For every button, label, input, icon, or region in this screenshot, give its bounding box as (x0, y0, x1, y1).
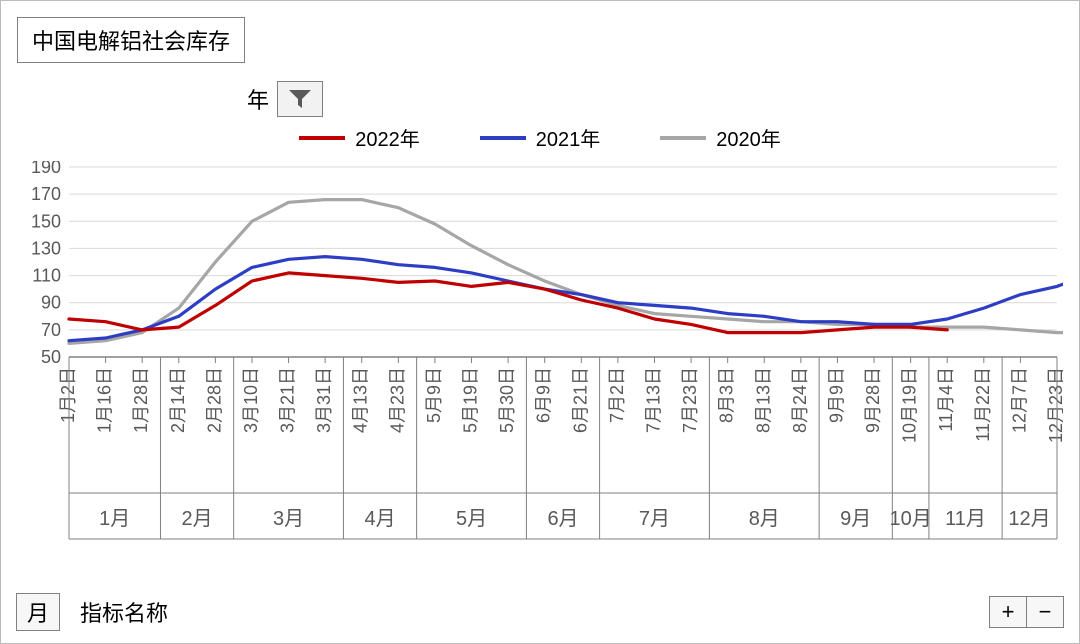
svg-text:2月14日: 2月14日 (168, 367, 188, 433)
legend-item-2022[interactable]: 2022年 (299, 123, 420, 152)
legend-item-2020[interactable]: 2020年 (660, 123, 781, 152)
metric-name-label: 指标名称 (80, 596, 168, 628)
legend: 2022年 2021年 2020年 (1, 123, 1079, 152)
svg-text:7月2日: 7月2日 (607, 367, 627, 423)
legend-item-2021[interactable]: 2021年 (480, 123, 601, 152)
svg-text:7月23日: 7月23日 (680, 367, 700, 433)
svg-text:5月9日: 5月9日 (424, 367, 444, 423)
svg-text:7月13日: 7月13日 (643, 367, 663, 433)
svg-text:6月: 6月 (547, 508, 578, 530)
svg-text:3月31日: 3月31日 (314, 367, 334, 433)
svg-text:5月19日: 5月19日 (461, 367, 481, 433)
svg-text:9月: 9月 (840, 508, 871, 530)
month-button[interactable]: 月 (16, 593, 60, 631)
filter-icon[interactable] (277, 81, 323, 117)
svg-text:3月10日: 3月10日 (241, 367, 261, 433)
svg-text:1月: 1月 (99, 508, 130, 530)
svg-text:11月4日: 11月4日 (936, 367, 956, 432)
chart-frame: 中国电解铝社会库存 年 2022年 2021年 2020年 50 70 90 110 1… (0, 0, 1080, 644)
svg-text:4月13日: 4月13日 (351, 367, 371, 433)
legend-label: 2020年 (716, 123, 781, 152)
zoom-out-button[interactable]: − (1027, 596, 1064, 628)
svg-text:3月21日: 3月21日 (278, 367, 298, 433)
legend-swatch (480, 136, 526, 140)
svg-text:90: 90 (41, 293, 61, 313)
svg-text:8月24日: 8月24日 (790, 367, 810, 433)
svg-text:2月: 2月 (182, 508, 213, 530)
svg-text:11月: 11月 (945, 508, 986, 530)
svg-text:12月23日: 12月23日 (1046, 367, 1063, 443)
svg-text:8月13日: 8月13日 (753, 367, 773, 433)
year-filter-label: 年 (247, 83, 269, 115)
svg-text:5月30日: 5月30日 (497, 367, 517, 433)
svg-text:4月23日: 4月23日 (387, 367, 407, 433)
zoom-controls: + − (989, 596, 1064, 628)
svg-text:4月: 4月 (364, 508, 395, 530)
legend-label: 2021年 (536, 123, 601, 152)
svg-text:12月7日: 12月7日 (1009, 367, 1029, 433)
svg-text:5月: 5月 (456, 508, 487, 530)
svg-text:130: 130 (31, 238, 61, 258)
chart-title: 中国电解铝社会库存 (17, 17, 245, 63)
svg-text:3月: 3月 (273, 508, 304, 530)
svg-text:7月: 7月 (639, 508, 670, 530)
zoom-in-button[interactable]: + (989, 596, 1027, 628)
svg-text:6月9日: 6月9日 (534, 367, 554, 423)
svg-text:10月19日: 10月19日 (900, 367, 920, 443)
svg-text:150: 150 (31, 211, 61, 231)
svg-text:70: 70 (41, 320, 61, 340)
svg-text:1月28日: 1月28日 (131, 367, 151, 433)
line-chart: 50 70 90 110 130 150 170 190 1月2日 1月16日 1月28日 2月14日… (19, 161, 1063, 581)
svg-text:8月3日: 8月3日 (717, 367, 737, 423)
svg-text:9月9日: 9月9日 (826, 367, 846, 423)
svg-text:110: 110 (32, 266, 61, 286)
svg-text:1月16日: 1月16日 (95, 367, 115, 433)
svg-text:11月22日: 11月22日 (973, 367, 993, 442)
svg-text:8月: 8月 (749, 508, 780, 530)
footer-bar: 月 指标名称 + − (16, 593, 1064, 631)
svg-text:170: 170 (31, 184, 61, 204)
svg-text:190: 190 (31, 161, 61, 177)
svg-text:1月2日: 1月2日 (58, 367, 78, 423)
svg-text:12月: 12月 (1008, 508, 1050, 530)
svg-text:9月28日: 9月28日 (863, 367, 883, 433)
svg-text:6月21日: 6月21日 (570, 367, 590, 433)
svg-text:2月28日: 2月28日 (204, 367, 224, 433)
legend-label: 2022年 (355, 123, 420, 152)
year-filter[interactable]: 年 (247, 81, 323, 117)
svg-text:50: 50 (41, 347, 61, 367)
legend-swatch (660, 136, 706, 140)
legend-swatch (299, 136, 345, 140)
svg-text:10月: 10月 (890, 508, 932, 530)
